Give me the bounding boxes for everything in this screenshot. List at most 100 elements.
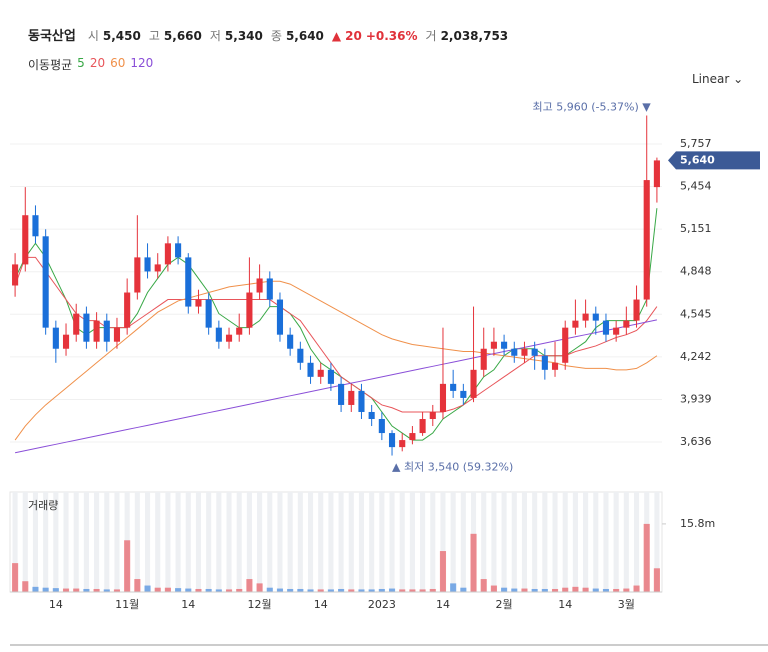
volume-bar bbox=[185, 588, 192, 592]
candle-body bbox=[83, 313, 90, 342]
x-tick-label: 14 bbox=[49, 598, 63, 611]
y-tick-label: 4,545 bbox=[680, 307, 712, 320]
volume-bar bbox=[93, 588, 100, 592]
volume-bar bbox=[52, 588, 59, 592]
ma-line bbox=[14, 256, 658, 413]
ma-line bbox=[14, 280, 658, 441]
volume-bar bbox=[175, 588, 182, 592]
volume-bar bbox=[531, 588, 538, 592]
volume-bar bbox=[134, 579, 141, 592]
candle-body bbox=[62, 334, 70, 349]
candle-body bbox=[368, 411, 375, 420]
candle-body bbox=[144, 257, 151, 272]
ma-line bbox=[14, 319, 658, 454]
candle-body bbox=[52, 327, 59, 349]
candle-body bbox=[327, 369, 334, 384]
change: 20 bbox=[345, 29, 362, 43]
candle-body bbox=[317, 369, 324, 377]
value: 2,038,753 bbox=[440, 29, 509, 43]
volume-bar bbox=[613, 588, 620, 592]
candle-body bbox=[582, 313, 589, 321]
candle-body bbox=[562, 327, 569, 363]
x-tick-label: 12월 bbox=[248, 598, 272, 611]
volume-bar bbox=[562, 587, 569, 592]
candle-body bbox=[134, 257, 141, 293]
volume-bar bbox=[205, 588, 212, 592]
arrow: ▲ bbox=[331, 29, 342, 43]
volume-bar bbox=[246, 579, 253, 592]
x-tick-label: 2023 bbox=[368, 598, 396, 611]
label: 종 bbox=[270, 29, 282, 43]
scale-selector[interactable]: Linear ⌄ bbox=[692, 72, 744, 86]
candle-body bbox=[338, 383, 345, 405]
x-tick-label: 3월 bbox=[618, 598, 635, 611]
ma-legend-item: 120 bbox=[130, 56, 154, 70]
candle-body bbox=[22, 215, 29, 265]
volume-bar bbox=[551, 588, 559, 592]
volume-bar bbox=[450, 583, 457, 592]
volume-bar bbox=[633, 585, 640, 592]
candle-body bbox=[450, 383, 457, 391]
stock-name: 동국산업 bbox=[28, 29, 76, 44]
ma-legend-title: 이동평균 bbox=[28, 58, 73, 72]
candle-body bbox=[32, 215, 39, 237]
volume-bar bbox=[399, 589, 406, 592]
volume-bar bbox=[22, 581, 29, 592]
x-tick-label: 14 bbox=[436, 598, 450, 611]
volume-bar bbox=[501, 587, 508, 592]
volume-bar bbox=[62, 588, 70, 592]
candle-body bbox=[287, 334, 294, 349]
candle-body bbox=[623, 320, 630, 328]
volume-bar bbox=[317, 589, 324, 592]
candle-body bbox=[541, 355, 548, 370]
min-annotation: ▲ 최저 3,540 (59.32%) bbox=[392, 461, 513, 474]
volume-bar bbox=[276, 588, 284, 592]
volume-bar bbox=[388, 588, 396, 592]
candle-body bbox=[154, 264, 161, 272]
volume-bar bbox=[297, 588, 304, 592]
candle-body bbox=[266, 278, 273, 300]
candle-body bbox=[501, 341, 508, 349]
ma-legend: 이동평균 5 20 60 120 bbox=[28, 56, 153, 73]
candle-body bbox=[113, 327, 121, 342]
candle-body bbox=[358, 390, 365, 412]
max-annotation: 최고 5,960 (-5.37%) ▼ bbox=[533, 100, 652, 113]
candle-body bbox=[480, 348, 487, 370]
volume-bar bbox=[83, 588, 90, 592]
ma-legend-item: 20 bbox=[89, 56, 106, 70]
y-tick-label: 5,757 bbox=[680, 137, 712, 150]
volume-bar bbox=[623, 588, 630, 592]
volume-bar bbox=[429, 588, 436, 592]
candle-body bbox=[399, 440, 406, 448]
volume-bar bbox=[348, 589, 355, 592]
volume-bar bbox=[124, 540, 131, 592]
volume-tick-label: 15.8m bbox=[680, 517, 715, 530]
volume-bar bbox=[653, 568, 660, 592]
candle-body bbox=[429, 411, 436, 420]
volume-bar bbox=[164, 587, 171, 592]
volume-bar bbox=[592, 588, 599, 592]
volume-bar bbox=[582, 587, 589, 592]
x-tick-label: 14 bbox=[558, 598, 572, 611]
volume-bar bbox=[327, 589, 334, 592]
volume-title: 거래량 bbox=[28, 499, 58, 512]
volume-bar bbox=[460, 587, 467, 592]
volume-bar bbox=[42, 587, 49, 592]
volume-bar bbox=[236, 588, 243, 592]
scale-label[interactable]: Linear bbox=[692, 72, 730, 86]
candle-body bbox=[225, 334, 233, 342]
volume-bar bbox=[480, 579, 487, 592]
candle-body bbox=[653, 160, 660, 188]
volume-bar bbox=[439, 551, 447, 592]
ma-legend-item: 60 bbox=[110, 56, 126, 70]
ma-legend-item: 5 bbox=[77, 56, 85, 70]
y-tick-label: 4,848 bbox=[680, 265, 712, 278]
candle-body bbox=[276, 299, 284, 335]
candle-body bbox=[470, 369, 477, 398]
candle-body bbox=[439, 383, 447, 412]
candle-body bbox=[602, 320, 610, 335]
candle-body bbox=[195, 299, 202, 307]
value: 5,450 bbox=[102, 29, 141, 43]
stock-header: 동국산업 시 5,450 고 5,660 저 5,340 종 5,640 ▲ 20 +0.3… bbox=[28, 25, 512, 44]
